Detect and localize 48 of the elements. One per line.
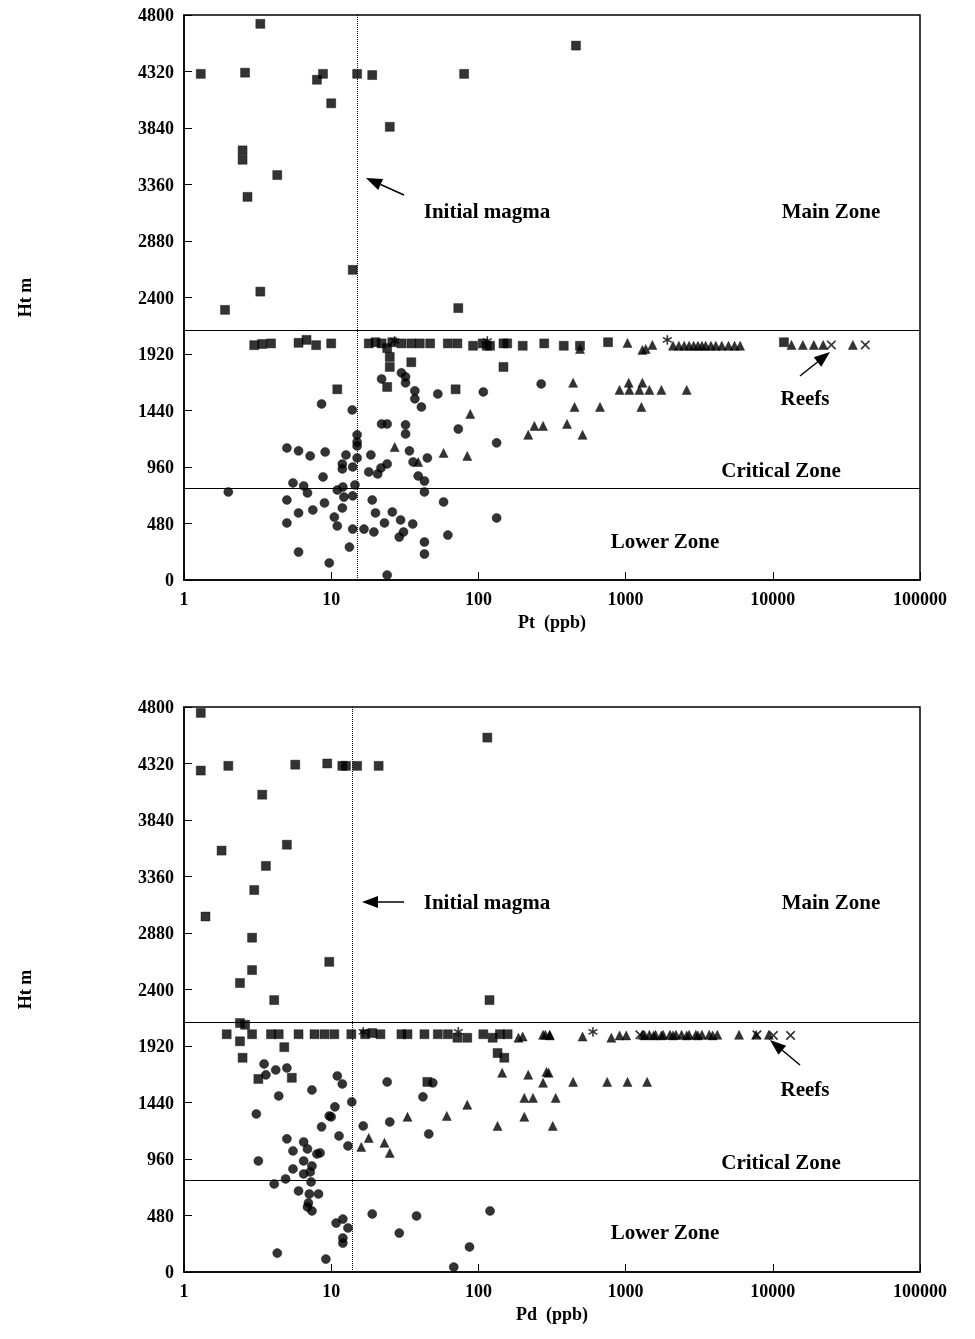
y-tick-label: 2400 (138, 979, 174, 1000)
y-tick-label: 2880 (138, 231, 174, 251)
annotation: Initial magma (423, 199, 551, 223)
x-tick-label: 10 (322, 1281, 341, 1301)
annotation: Lower Zone (610, 529, 720, 553)
x-tick-label: 100 (464, 589, 492, 609)
y-tick-label: 480 (147, 1205, 174, 1226)
x-axis-title: Pt (ppb) (517, 611, 587, 633)
annotation: Main Zone (781, 199, 881, 223)
y-tick-label: 3840 (138, 810, 174, 830)
x-tick-label: 10000 (750, 1281, 796, 1301)
y-tick-label: 1440 (138, 1092, 174, 1113)
y-axis-title: Ht m (15, 969, 35, 1010)
x-tick-label: 100000 (893, 589, 947, 609)
y-tick-label: 2400 (138, 287, 174, 308)
x-tick-label: 100 (464, 1281, 492, 1301)
y-tick-label: 2880 (138, 923, 174, 943)
y-tick-label: 4800 (138, 697, 174, 717)
x-tick-label: 1 (179, 589, 189, 609)
annotation: Critical Zone (721, 1150, 841, 1174)
annotation: Critical Zone (721, 458, 841, 482)
y-tick-label: 4320 (138, 753, 174, 774)
x-axis-title: Pd (ppb) (515, 1303, 589, 1325)
y-tick-label: 3840 (138, 118, 174, 138)
annotation: Reefs (780, 1077, 830, 1101)
y-tick-label: 4800 (138, 5, 174, 25)
y-tick-label: 3360 (138, 174, 174, 195)
y-tick-label: 0 (165, 1262, 174, 1282)
x-tick-label: 1 (179, 1281, 189, 1301)
y-tick-label: 4320 (138, 61, 174, 82)
annotation: Initial magma (423, 890, 551, 914)
y-tick-label: 960 (147, 1149, 174, 1169)
y-tick-label: 3360 (138, 866, 174, 887)
y-tick-label: 0 (165, 570, 174, 590)
annotation: Lower Zone (610, 1220, 720, 1244)
y-tick-label: 1920 (138, 1036, 174, 1056)
y-tick-label: 1920 (138, 344, 174, 364)
x-tick-label: 1000 (607, 1281, 644, 1301)
annotation: Main Zone (781, 890, 881, 914)
y-tick-label: 1440 (138, 400, 174, 421)
x-tick-label: 10 (322, 589, 341, 609)
y-axis-title: Ht m (15, 277, 35, 318)
y-tick-label: 960 (147, 457, 174, 477)
y-tick-label: 480 (147, 513, 174, 534)
x-tick-label: 10000 (750, 589, 796, 609)
x-tick-label: 100000 (893, 1281, 947, 1301)
annotation: Reefs (780, 386, 830, 410)
x-tick-label: 1000 (607, 589, 644, 609)
